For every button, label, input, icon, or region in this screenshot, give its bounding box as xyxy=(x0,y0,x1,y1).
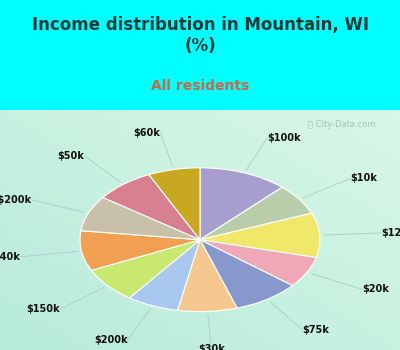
Text: $100k: $100k xyxy=(267,133,301,143)
Wedge shape xyxy=(149,168,200,240)
Text: $75k: $75k xyxy=(302,325,329,335)
Text: > $200k: > $200k xyxy=(0,195,31,204)
Text: Income distribution in Mountain, WI
(%): Income distribution in Mountain, WI (%) xyxy=(32,16,368,55)
Text: All residents: All residents xyxy=(151,79,249,93)
Text: $150k: $150k xyxy=(26,304,60,314)
Wedge shape xyxy=(200,240,292,308)
Wedge shape xyxy=(200,240,316,286)
Text: $125k: $125k xyxy=(382,228,400,238)
Text: $200k: $200k xyxy=(94,335,128,345)
Wedge shape xyxy=(103,175,200,240)
Wedge shape xyxy=(130,240,200,310)
Text: $60k: $60k xyxy=(134,128,160,138)
Text: $20k: $20k xyxy=(362,284,389,294)
Wedge shape xyxy=(81,197,200,240)
Wedge shape xyxy=(80,231,200,270)
Wedge shape xyxy=(200,213,320,258)
Wedge shape xyxy=(200,168,282,240)
Wedge shape xyxy=(200,187,312,240)
Text: $50k: $50k xyxy=(57,150,84,161)
Text: $30k: $30k xyxy=(198,344,225,350)
Text: ⓘ City-Data.com: ⓘ City-Data.com xyxy=(308,120,376,129)
Wedge shape xyxy=(92,240,200,298)
Wedge shape xyxy=(178,240,237,312)
Text: $10k: $10k xyxy=(350,173,378,183)
Text: $40k: $40k xyxy=(0,252,20,262)
